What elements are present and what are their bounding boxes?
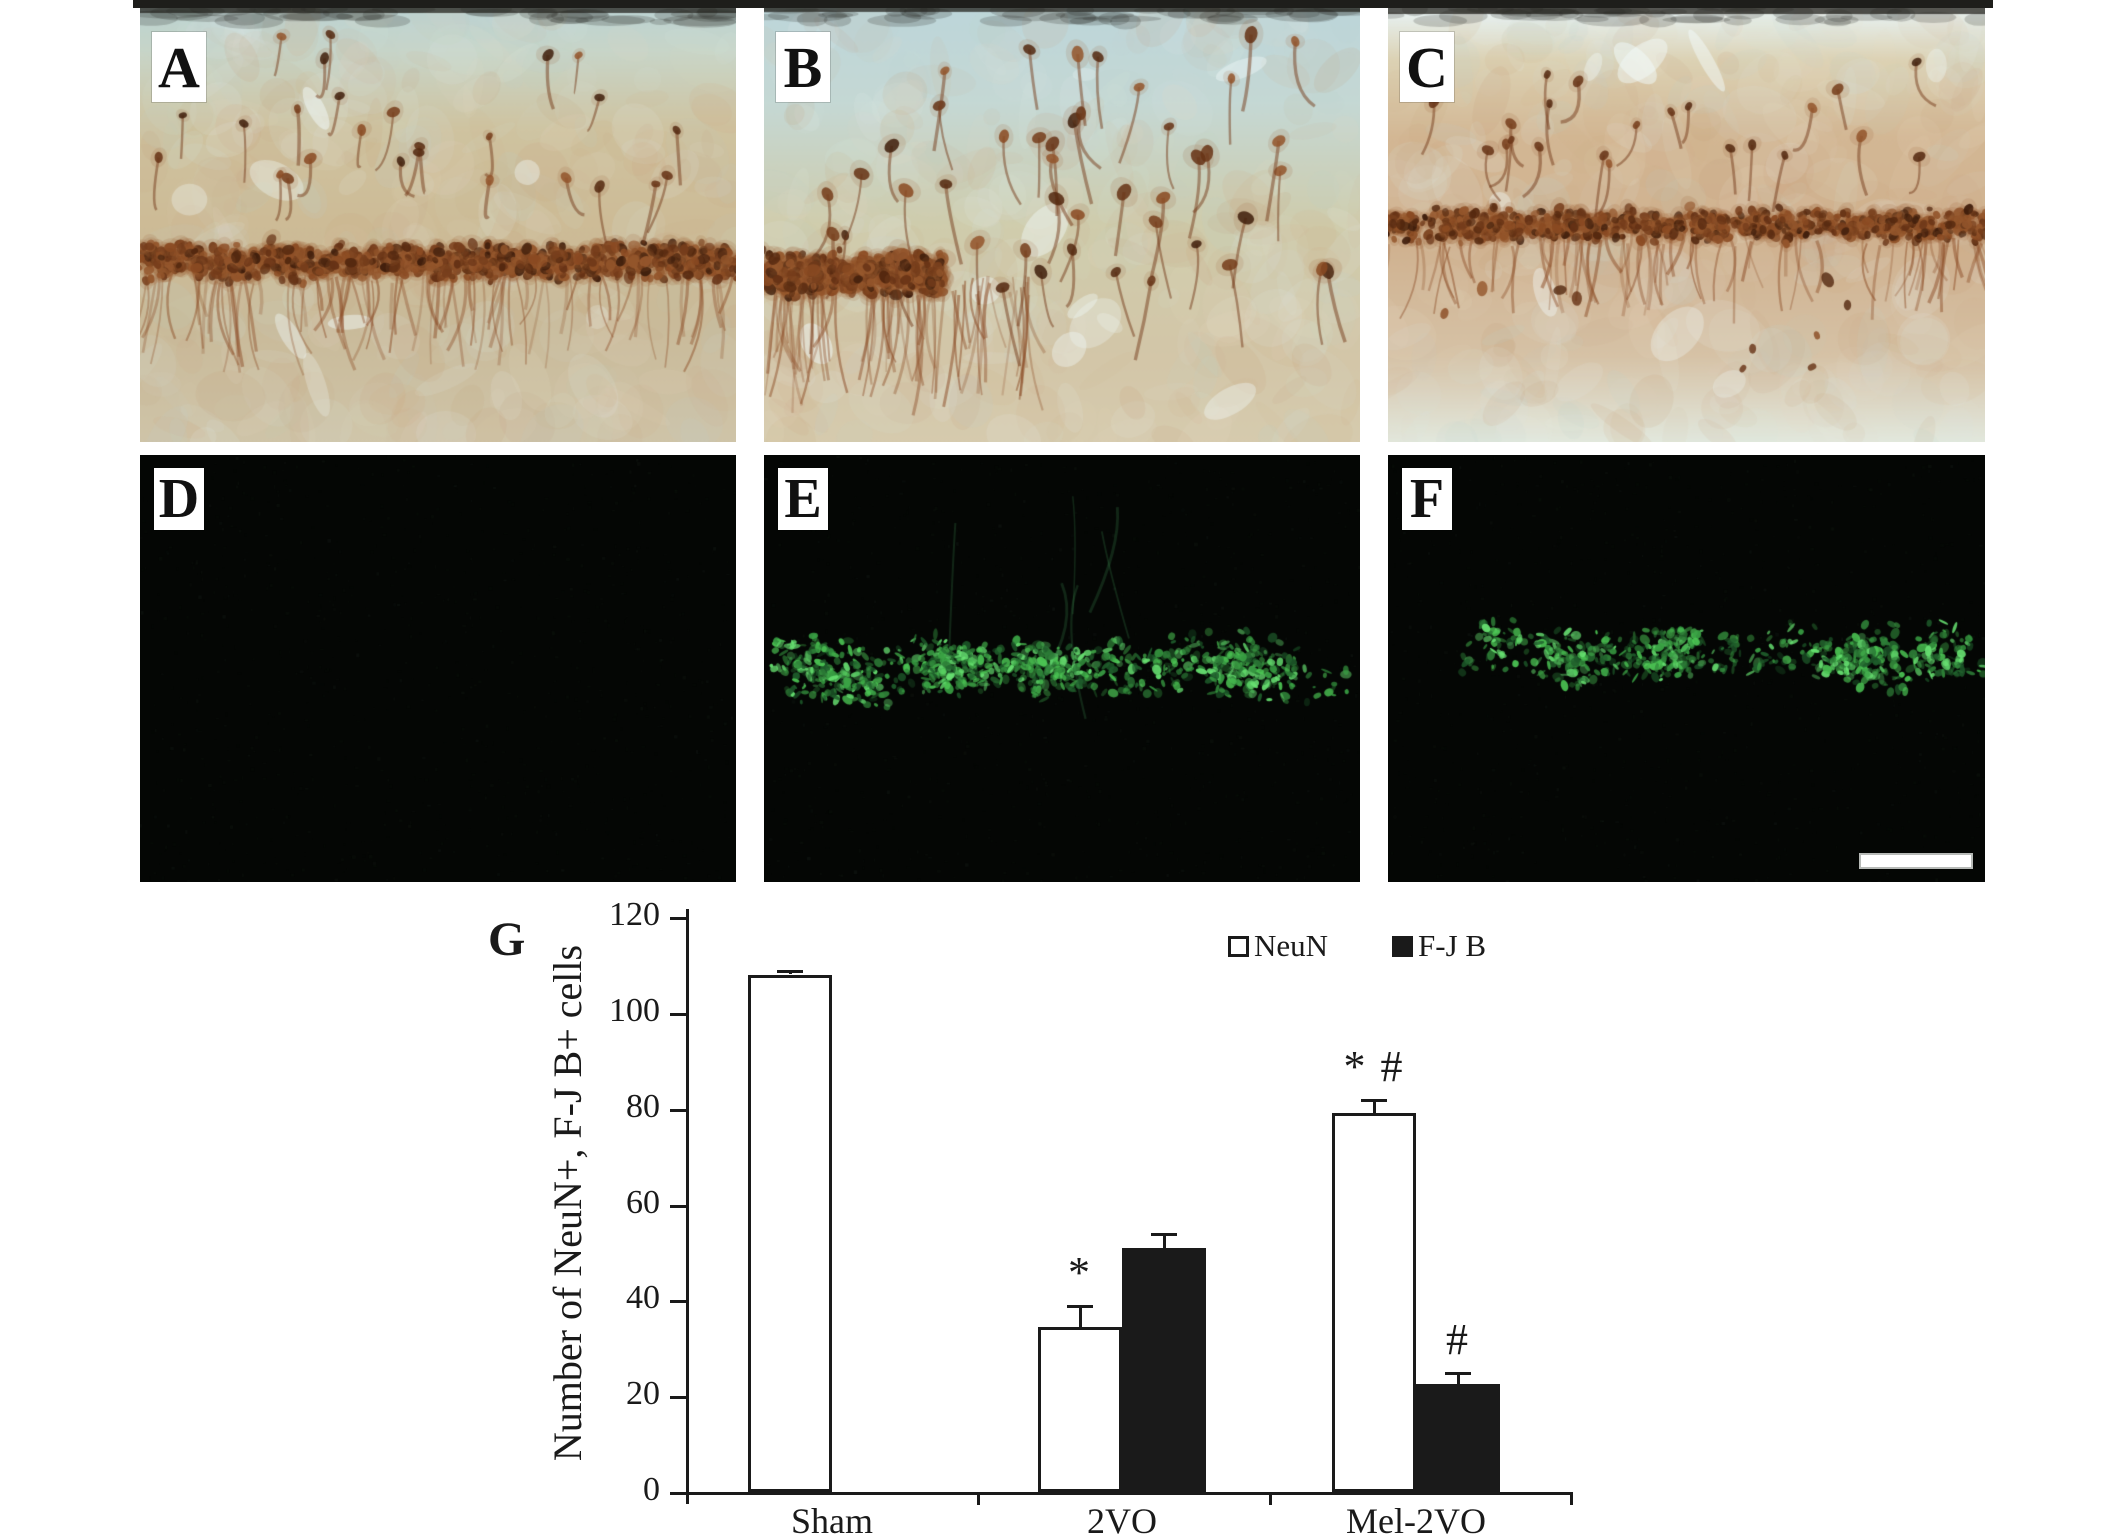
panel-label-D: D	[154, 468, 204, 530]
panel-letter-F: F	[1409, 468, 1445, 530]
significance-marker: * #	[1343, 1042, 1405, 1092]
bar-fjb-mel-2vo	[1416, 1384, 1500, 1492]
error-bar-line	[1162, 1233, 1166, 1248]
x-tick	[1269, 1492, 1272, 1505]
chart-panel-letter: G	[488, 913, 526, 966]
y-tick	[670, 1492, 686, 1495]
bar-neun-sham	[748, 974, 832, 1492]
panel-letter-A: A	[158, 34, 200, 100]
y-tick-label: 80	[626, 1087, 660, 1125]
y-tick-label: 120	[609, 896, 660, 933]
significance-marker: *	[1068, 1248, 1092, 1298]
error-bar-line	[1078, 1305, 1082, 1327]
panel-letter-E: E	[784, 468, 822, 530]
legend-label: F-J B	[1418, 928, 1487, 963]
bar-fjb-2vo	[1122, 1247, 1206, 1492]
panel-letter-B: B	[783, 34, 823, 100]
error-bar-cap	[1067, 1305, 1093, 1309]
y-tick	[670, 1396, 686, 1400]
legend-marker-open-square	[1228, 935, 1249, 957]
error-bar-cap	[777, 969, 803, 973]
y-tick	[670, 1108, 686, 1112]
x-category-label-mel-2vo: Mel-2VO	[1346, 1501, 1486, 1536]
y-axis-title: Number of NeuN+, F-J B+ cells	[544, 944, 590, 1462]
y-tick-label: 40	[626, 1279, 660, 1317]
y-tick-label: 20	[626, 1375, 660, 1413]
top-edge-artifact	[133, 0, 1993, 8]
panel-C: C	[1388, 8, 1985, 442]
panel-E: E	[764, 455, 1360, 882]
x-category-label-sham: Sham	[790, 1501, 873, 1536]
error-bar-line	[1456, 1372, 1460, 1385]
panel-label-E: E	[778, 468, 828, 530]
x-tick	[1570, 1492, 1573, 1505]
micrograph-D-image	[140, 455, 736, 882]
bar-neun-mel-2vo	[1332, 1113, 1416, 1492]
y-tick-label: 60	[626, 1183, 660, 1221]
panel-A: A	[140, 8, 736, 442]
panel-letter-D: D	[158, 468, 200, 530]
x-category-label-2vo: 2VO	[1087, 1501, 1157, 1536]
error-bar-cap	[1361, 1099, 1387, 1103]
panel-label-A: A	[152, 32, 206, 102]
legend-item-fjb: F-J B	[1392, 928, 1486, 964]
legend-label: NeuN	[1254, 928, 1329, 963]
error-bar-cap	[1445, 1372, 1471, 1376]
legend-item-neun: NeuN	[1228, 928, 1328, 964]
y-tick	[670, 1012, 686, 1016]
x-axis-line	[686, 1492, 1572, 1495]
error-bar-cap	[1151, 1233, 1177, 1237]
y-tick	[670, 1300, 686, 1304]
error-bar-line	[788, 969, 792, 975]
y-tick	[670, 1204, 686, 1208]
significance-marker: #	[1446, 1315, 1470, 1365]
micrograph-F-image	[1388, 455, 1985, 882]
bar-neun-2vo	[1038, 1326, 1122, 1492]
panel-label-F: F	[1402, 468, 1452, 530]
panel-D: D	[140, 455, 736, 882]
legend-marker-filled-square	[1392, 935, 1413, 957]
panel-F: F	[1388, 455, 1985, 882]
scale-bar	[1859, 853, 1973, 869]
panel-label-B: B	[776, 32, 830, 102]
panel-label-C: C	[1400, 32, 1454, 102]
y-tick	[670, 917, 686, 920]
y-tick-label: 100	[609, 991, 660, 1029]
micrograph-B-image	[764, 8, 1360, 442]
micrograph-C-image	[1388, 8, 1985, 442]
micrograph-A-image	[140, 8, 736, 442]
y-axis-title-wrap: Number of NeuN+, F-J B+ cells	[542, 903, 592, 1503]
panel-B: B	[764, 8, 1360, 442]
panel-letter-C: C	[1406, 34, 1448, 100]
micrograph-E-image	[764, 455, 1360, 882]
x-tick	[977, 1492, 980, 1505]
y-tick-label: 0	[643, 1471, 660, 1508]
y-axis-line	[686, 909, 689, 1504]
error-bar-line	[1372, 1099, 1376, 1114]
